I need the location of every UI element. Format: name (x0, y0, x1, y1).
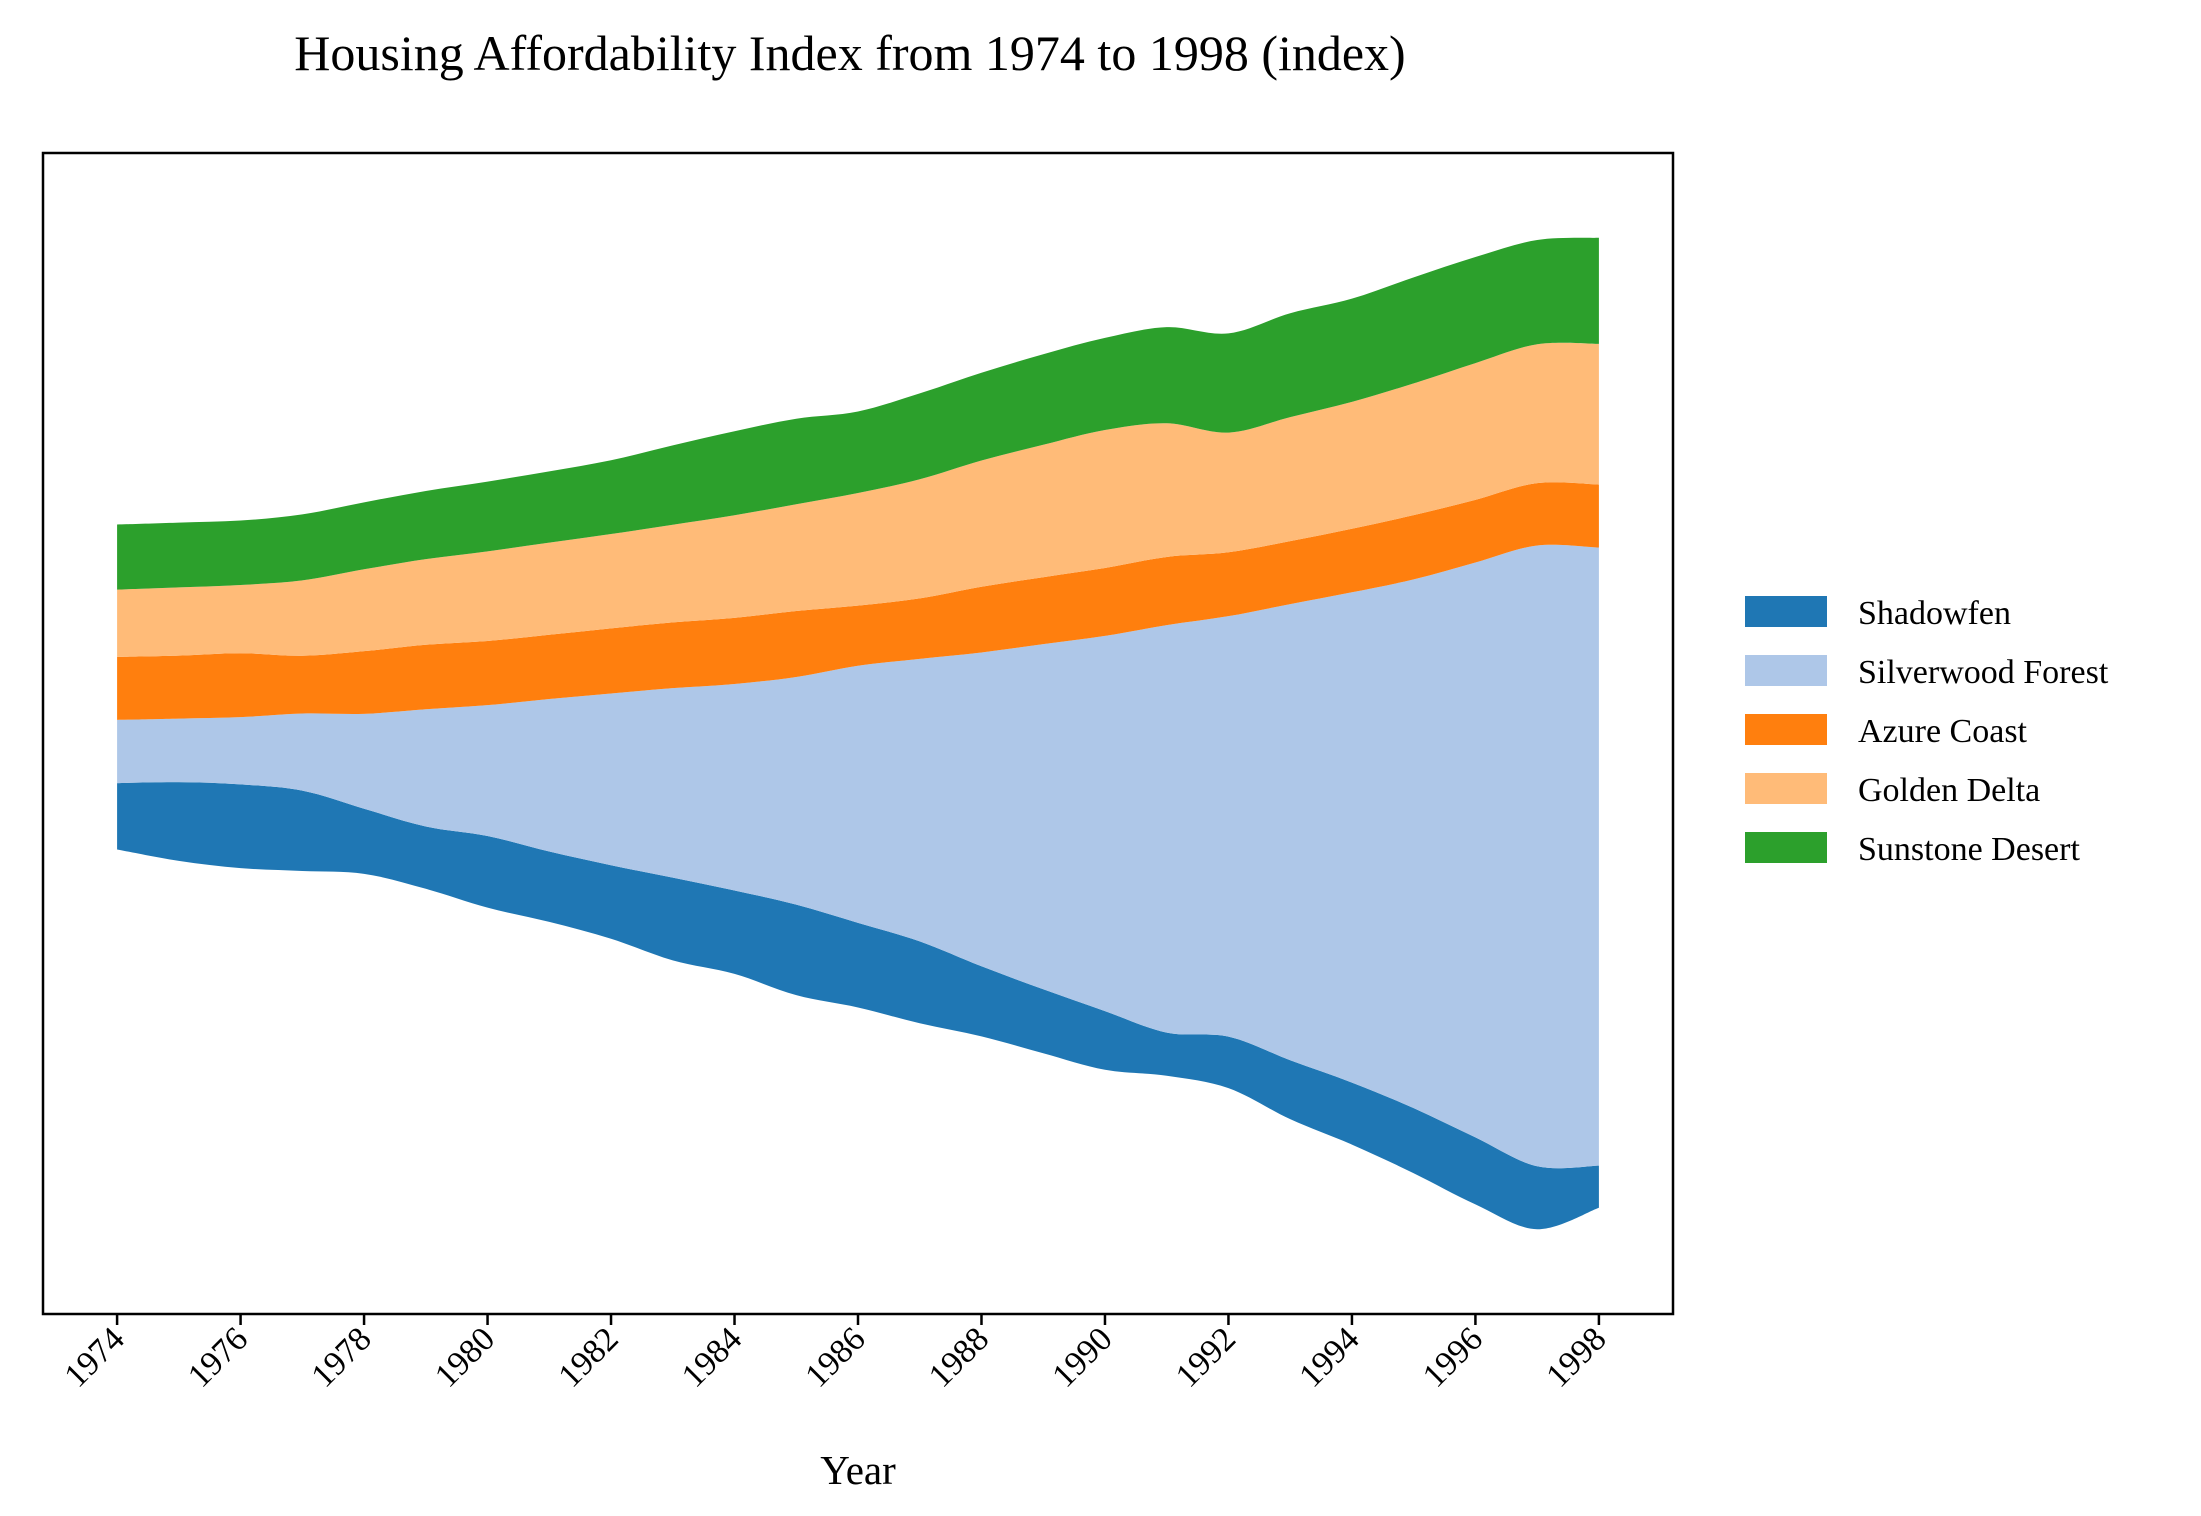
legend-swatch (1745, 714, 1827, 745)
stream-layer-shadowfen (117, 782, 1599, 1230)
legend-swatch (1745, 655, 1827, 686)
x-axis-label: Year (820, 1447, 896, 1493)
chart-title: Housing Affordability Index from 1974 to… (294, 25, 1405, 81)
stream-layer-sunstone-desert (117, 237, 1599, 590)
legend-swatch (1745, 832, 1827, 863)
stream-layer-golden-delta (117, 342, 1599, 657)
legend-label: Shadowfen (1858, 595, 2011, 632)
legend-swatch (1745, 596, 1827, 627)
legend-swatch (1745, 773, 1827, 804)
legend: Shadowfen Silverwood Forest Azure Coast Gol… (1745, 595, 2109, 868)
stream-layer-silverwood-forest (117, 544, 1599, 1169)
legend-label: Golden Delta (1858, 772, 2040, 809)
legend-label: Azure Coast (1858, 713, 2028, 750)
legend-label: Sunstone Desert (1858, 831, 2080, 868)
legend-label: Silverwood Forest (1858, 654, 2109, 691)
stream-layers (117, 237, 1599, 1230)
stream-layer-azure-coast (117, 482, 1599, 720)
